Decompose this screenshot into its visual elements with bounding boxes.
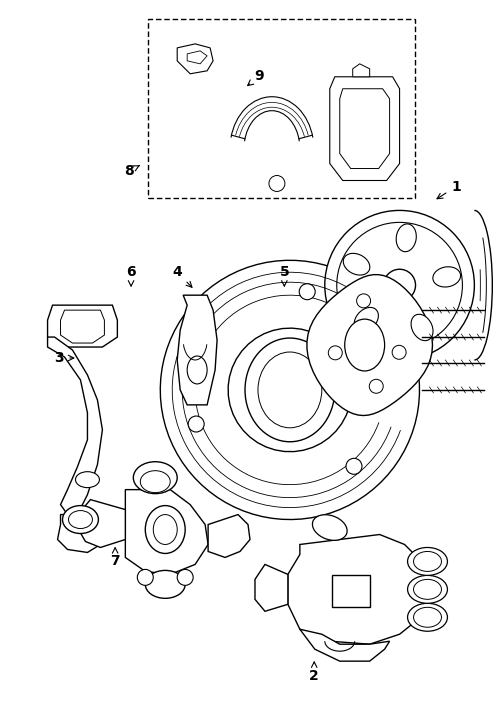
- Circle shape: [337, 223, 463, 348]
- Ellipse shape: [68, 511, 92, 528]
- Polygon shape: [187, 51, 207, 64]
- Ellipse shape: [414, 579, 442, 599]
- Text: 1: 1: [437, 180, 461, 199]
- Ellipse shape: [245, 338, 335, 442]
- Text: 5: 5: [279, 266, 289, 286]
- Circle shape: [328, 346, 342, 360]
- Text: 9: 9: [248, 69, 264, 86]
- Polygon shape: [330, 77, 400, 180]
- Bar: [148, 19, 415, 198]
- Ellipse shape: [343, 253, 370, 275]
- Ellipse shape: [433, 267, 461, 287]
- Circle shape: [392, 345, 406, 359]
- Ellipse shape: [408, 548, 448, 576]
- Ellipse shape: [354, 307, 378, 332]
- Ellipse shape: [258, 352, 322, 427]
- Ellipse shape: [396, 224, 416, 252]
- Circle shape: [269, 175, 285, 191]
- Ellipse shape: [140, 470, 170, 493]
- Circle shape: [188, 416, 204, 432]
- Circle shape: [357, 294, 371, 308]
- Ellipse shape: [145, 505, 185, 553]
- Ellipse shape: [145, 571, 185, 599]
- Ellipse shape: [312, 515, 347, 541]
- Polygon shape: [353, 64, 370, 77]
- Polygon shape: [300, 629, 390, 661]
- Polygon shape: [160, 261, 420, 520]
- Bar: [332, 576, 370, 607]
- Polygon shape: [125, 490, 208, 574]
- Ellipse shape: [345, 319, 385, 371]
- Circle shape: [137, 569, 153, 586]
- Ellipse shape: [62, 505, 98, 533]
- Ellipse shape: [133, 462, 177, 493]
- Ellipse shape: [414, 551, 442, 571]
- Circle shape: [369, 379, 383, 393]
- Ellipse shape: [408, 604, 448, 632]
- Polygon shape: [177, 44, 213, 74]
- Polygon shape: [288, 535, 430, 644]
- Ellipse shape: [153, 515, 177, 544]
- Circle shape: [299, 284, 315, 300]
- Circle shape: [384, 269, 416, 301]
- Polygon shape: [57, 515, 102, 553]
- Polygon shape: [177, 295, 217, 405]
- Circle shape: [325, 211, 475, 360]
- Text: 6: 6: [126, 266, 136, 286]
- Text: 3: 3: [54, 351, 74, 365]
- Circle shape: [346, 458, 362, 474]
- Polygon shape: [47, 305, 117, 347]
- Text: 4: 4: [173, 266, 192, 287]
- Polygon shape: [208, 515, 250, 558]
- Polygon shape: [47, 337, 102, 515]
- Circle shape: [177, 569, 193, 586]
- Polygon shape: [60, 310, 104, 343]
- Polygon shape: [340, 89, 390, 168]
- Polygon shape: [307, 275, 433, 415]
- Polygon shape: [255, 564, 288, 611]
- Ellipse shape: [414, 607, 442, 627]
- Ellipse shape: [408, 576, 448, 604]
- Ellipse shape: [187, 356, 207, 384]
- Text: 2: 2: [309, 662, 319, 683]
- Ellipse shape: [75, 472, 99, 488]
- Text: 7: 7: [110, 548, 120, 569]
- Ellipse shape: [411, 314, 433, 341]
- Polygon shape: [78, 500, 125, 548]
- Text: 8: 8: [124, 164, 139, 178]
